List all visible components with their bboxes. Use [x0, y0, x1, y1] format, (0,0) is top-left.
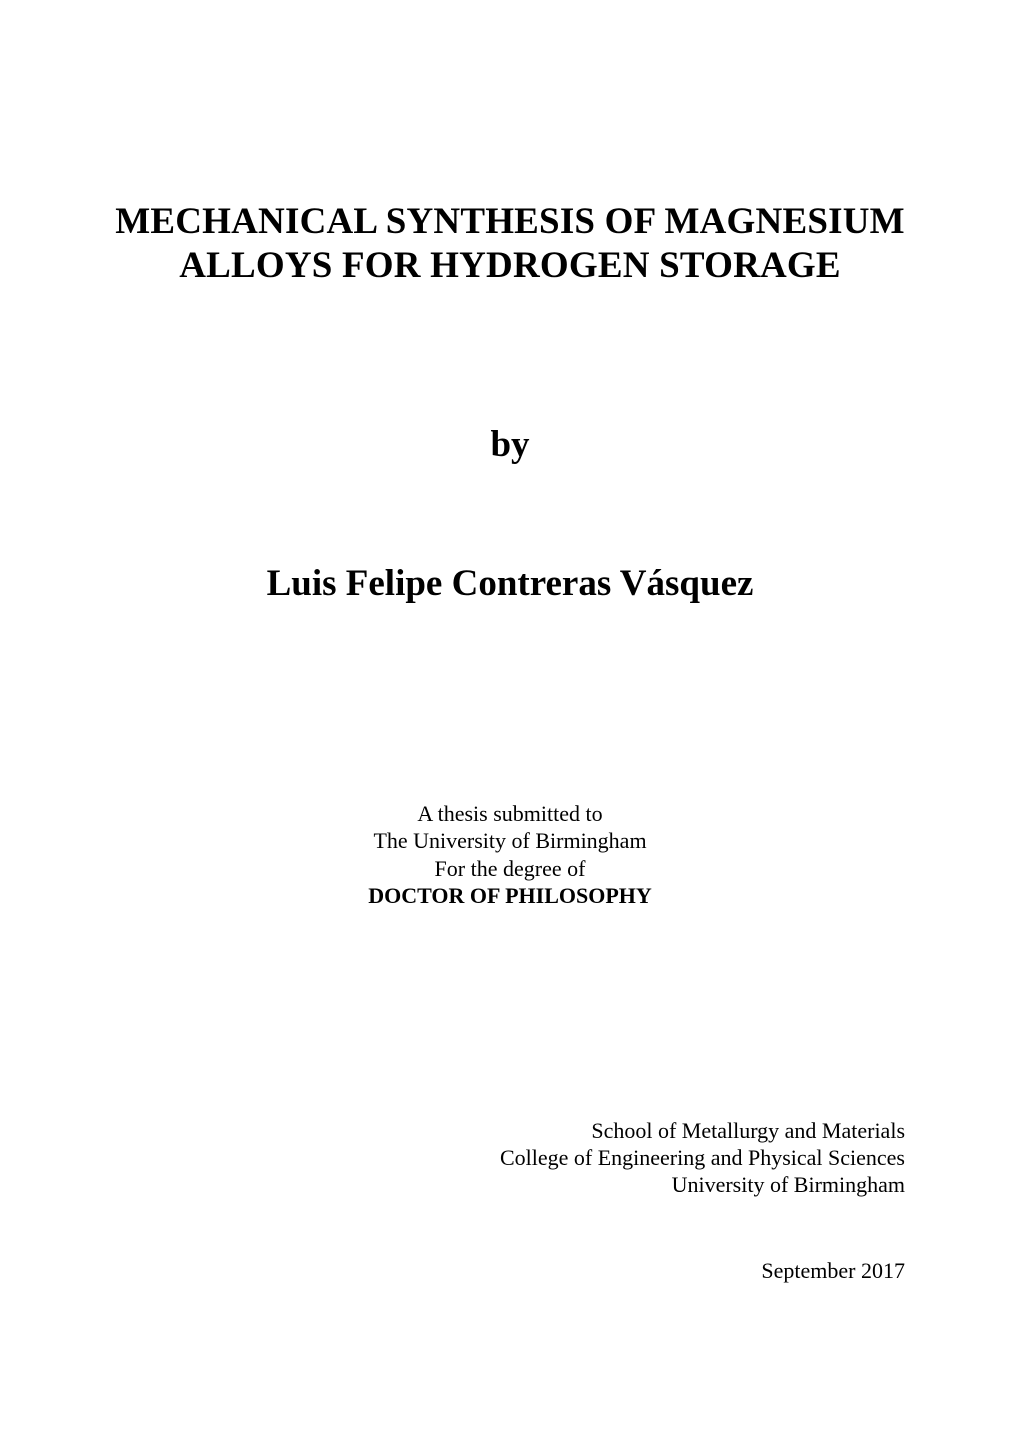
by-block: by	[110, 423, 910, 466]
university-line: University of Birmingham	[110, 1171, 905, 1198]
submission-line-2: The University of Birmingham	[110, 827, 910, 854]
submission-line-3: For the degree of	[110, 855, 910, 882]
school-line: School of Metallurgy and Materials	[110, 1117, 905, 1144]
by-label: by	[110, 423, 910, 466]
thesis-title: MECHANICAL SYNTHESIS OF MAGNESIUM ALLOYS…	[110, 200, 910, 287]
affiliation-block: School of Metallurgy and Materials Colle…	[110, 1117, 905, 1198]
submission-line-1: A thesis submitted to	[110, 800, 910, 827]
title-block: MECHANICAL SYNTHESIS OF MAGNESIUM ALLOYS…	[110, 200, 910, 287]
submission-date: September 2017	[110, 1258, 905, 1284]
submission-statement: A thesis submitted to The University of …	[110, 800, 910, 909]
college-line: College of Engineering and Physical Scie…	[110, 1144, 905, 1171]
author-block: Luis Felipe Contreras Vásquez	[110, 562, 910, 605]
degree-name: DOCTOR OF PHILOSOPHY	[110, 882, 910, 909]
author-name: Luis Felipe Contreras Vásquez	[110, 562, 910, 605]
